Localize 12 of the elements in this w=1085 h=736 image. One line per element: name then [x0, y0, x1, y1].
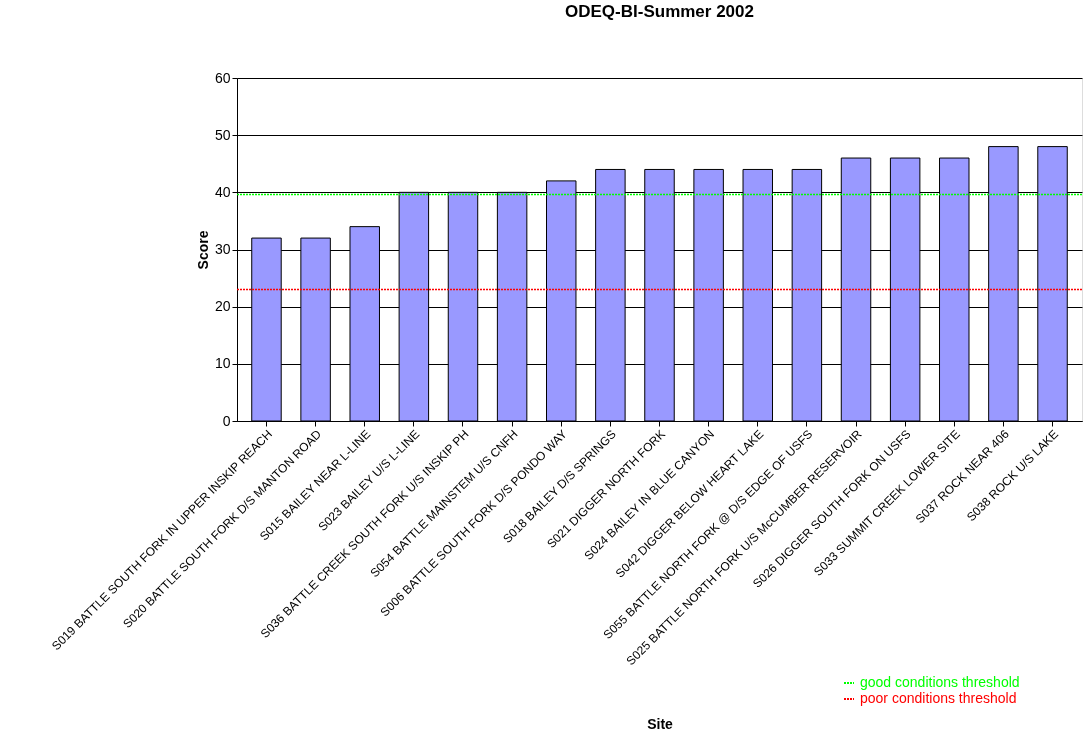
y-tick-label: 10 [214, 355, 231, 372]
y-tick-label: 30 [214, 241, 231, 257]
y-tick-label: 50 [214, 126, 231, 143]
y-tick-label: 60 [214, 69, 231, 86]
x-axis-title: Site [647, 715, 674, 732]
y-axis-title: Score [194, 230, 211, 270]
y-tick-label: 20 [214, 298, 231, 315]
legend-label: poor conditions threshold [860, 690, 1017, 706]
y-tick-label: 0 [222, 412, 231, 429]
chart-title: ODEQ-BI-Summer 2002 [565, 2, 754, 21]
legend-label: good conditions threshold [860, 674, 1020, 690]
y-tick-label: 40 [214, 183, 231, 200]
